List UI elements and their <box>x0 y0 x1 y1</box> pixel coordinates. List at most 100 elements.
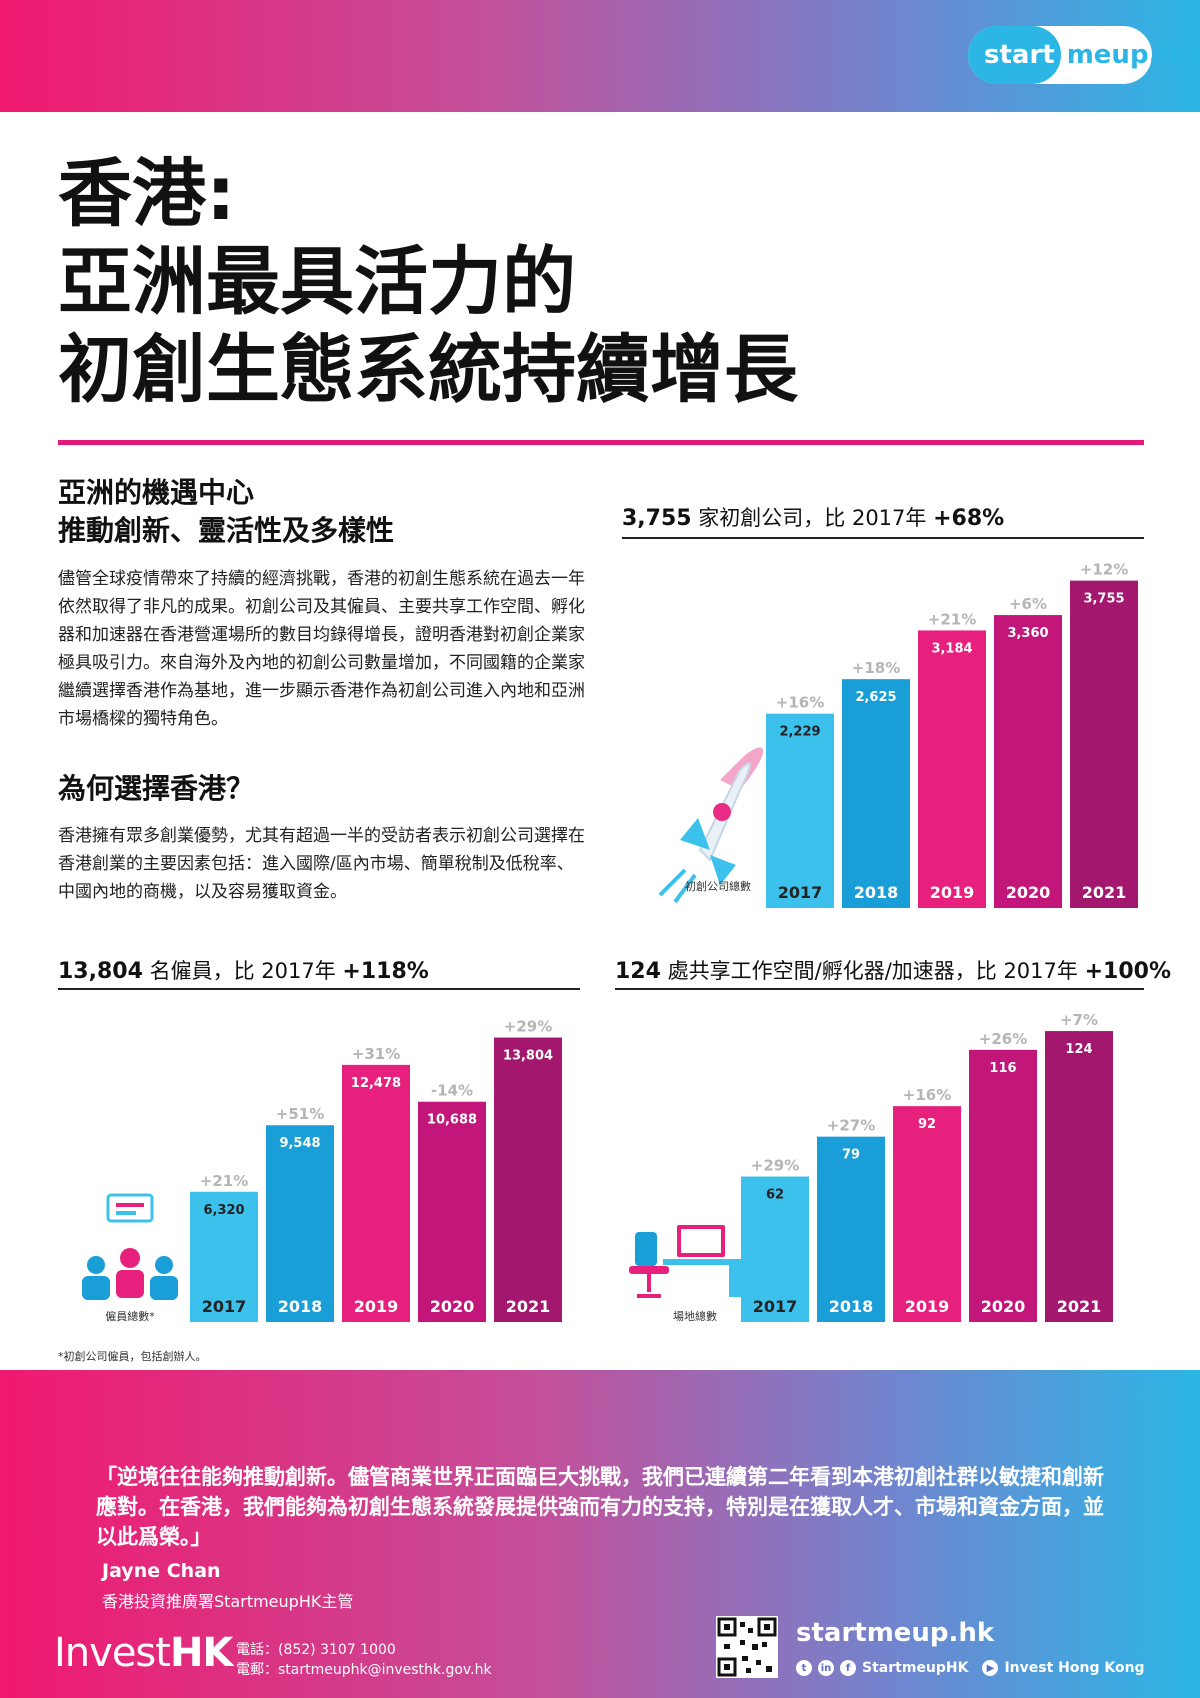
chart0-tick-label: 2021 <box>1082 883 1127 902</box>
title-divider <box>58 440 1144 445</box>
section1-body: 儘管全球疫情帶來了持續的經濟挑戰，香港的初創生態系統在過去一年依然取得了非凡的成… <box>58 569 585 729</box>
chart2-tick-label: 2017 <box>753 1297 798 1316</box>
quote-author: Jayne Chan <box>102 1560 221 1582</box>
chart0-tick-label: 2020 <box>1006 883 1051 902</box>
chart1-value-label: 9,548 <box>279 1136 320 1151</box>
chart1-growth-label: +21% <box>200 1172 248 1190</box>
employees-chart: 僱員總數* 6,320 +21% 2017 9,548 +51% 2018 12,478 +3… <box>82 1018 562 1323</box>
quote-text: 「逆境往往能夠推動創新。儘管商業世界正面臨巨大挑戰，我們已連續第二年看到本港初創… <box>96 1465 1104 1549</box>
stat-startups-rule <box>622 537 1144 539</box>
stat-spaces-text: 處共享工作空間/孵化器/加速器，比 2017年 <box>667 959 1078 983</box>
rocket-icon <box>658 747 764 904</box>
twitter-icon[interactable]: t <box>796 1660 812 1676</box>
investhk-logo[interactable]: InvestHK <box>54 1630 233 1676</box>
chart1-tick-label: 2019 <box>354 1297 399 1316</box>
chart0-xlabel: 初創公司總數 <box>685 879 751 893</box>
chart0-value-label: 3,184 <box>931 641 972 656</box>
chart0-bar-2021 <box>1070 580 1138 908</box>
chart1-bar-2018 <box>266 1125 334 1322</box>
chart0-growth-label: +18% <box>852 659 900 677</box>
stat-employees-text: 名僱員，比 2017年 <box>149 959 336 983</box>
facebook-icon[interactable]: f <box>840 1660 856 1676</box>
linkedin-icon[interactable]: in <box>818 1660 834 1676</box>
chart1-tick-label: 2020 <box>430 1297 475 1316</box>
chart2-bar-2020 <box>969 1049 1037 1322</box>
chart2-value-label: 92 <box>918 1117 936 1132</box>
social-links: t in f StartmeupHK ▶ Invest Hong Kong <box>796 1660 1145 1676</box>
logo-part-meup: meup.hk <box>1066 40 1195 70</box>
chart0-tick-label: 2018 <box>854 883 899 902</box>
chart2-growth-label: +16% <box>903 1086 951 1104</box>
quote-band <box>0 1370 1200 1698</box>
logo-part-start: start <box>968 26 1061 84</box>
qr-code[interactable] <box>716 1616 778 1678</box>
chart1-value-label: 12,478 <box>351 1076 401 1091</box>
title-line-3: 初創生態系統持續增長 <box>58 327 798 413</box>
section1-heading-line1: 亞洲的機遇中心 <box>58 476 255 509</box>
stat-employees-change: +118% <box>342 959 429 984</box>
chart2-value-label: 116 <box>989 1061 1016 1076</box>
chart2-tick-label: 2020 <box>981 1297 1026 1316</box>
stat-employees: 13,804 名僱員，比 2017年 +118% <box>58 955 429 985</box>
stat-spaces: 124 處共享工作空間/孵化器/加速器，比 2017年 +100% <box>615 955 1171 985</box>
chart0-bar-2020 <box>994 615 1062 908</box>
chart2-tick-label: 2019 <box>905 1297 950 1316</box>
chart2-tick-label: 2018 <box>829 1297 874 1316</box>
chart2-growth-label: +26% <box>979 1030 1027 1048</box>
chart0-tick-label: 2017 <box>778 883 823 902</box>
chart0-value-label: 2,625 <box>855 690 896 705</box>
chart1-tick-label: 2021 <box>506 1297 551 1316</box>
investhk-logo-part2: HK <box>169 1630 233 1676</box>
chart0-growth-label: +16% <box>776 694 824 712</box>
chart1-value-label: 10,688 <box>427 1113 477 1128</box>
chart1-growth-label: +29% <box>504 1018 552 1036</box>
website-link[interactable]: startmeup.hk <box>796 1618 995 1648</box>
footnote: *初創公司僱員，包括創辦人。 <box>58 1350 207 1363</box>
chart0-tick-label: 2019 <box>930 883 975 902</box>
chart2-bar-2019 <box>893 1106 961 1322</box>
chart1-bar-2020 <box>418 1101 486 1322</box>
chart2-growth-label: +7% <box>1060 1011 1098 1029</box>
page-title: 香港: 亞洲最具活力的 初創生態系統持續增長 <box>58 150 798 414</box>
chart1-xlabel: 僱員總數* <box>105 1309 155 1323</box>
contact-info: 電話：(852) 3107 1000 電郵：startmeuphk@invest… <box>236 1640 492 1680</box>
chart0-value-label: 3,360 <box>1007 626 1048 641</box>
chart2-bar-2021 <box>1045 1031 1113 1322</box>
section2-body: 香港擁有眾多創業優勢，尤其有超過一半的受訪者表示初創公司選擇在香港創業的主要因素… <box>58 826 585 902</box>
youtube-channel[interactable]: Invest Hong Kong <box>1004 1660 1145 1676</box>
chart0-bar-2019 <box>918 630 986 908</box>
youtube-icon[interactable]: ▶ <box>982 1660 999 1676</box>
team-icon <box>82 1193 178 1300</box>
section1-heading-line2: 推動創新、靈活性及多樣性 <box>58 514 395 547</box>
chart1-growth-label: +51% <box>276 1105 324 1123</box>
social-handle[interactable]: StartmeupHK <box>862 1660 969 1676</box>
chart1-bar-2017 <box>190 1191 258 1322</box>
title-line-1: 香港: <box>58 151 236 237</box>
quote-author-role: 香港投資推廣署StartmeupHK主管 <box>102 1592 354 1611</box>
stat-startups-text: 家初創公司，比 2017年 <box>698 506 927 530</box>
chart2-value-label: 79 <box>842 1148 860 1163</box>
stat-startups-change: +68% <box>933 506 1005 531</box>
contact-email[interactable]: 電郵：startmeuphk@investhk.gov.hk <box>236 1662 492 1678</box>
chart0-growth-label: +12% <box>1080 561 1128 579</box>
chart0-bar-2017 <box>766 713 834 908</box>
stat-spaces-change: +100% <box>1084 959 1171 984</box>
chart1-growth-label: +31% <box>352 1045 400 1063</box>
stat-startups: 3,755 家初創公司，比 2017年 +68% <box>622 502 1004 532</box>
title-line-2: 亞洲最具活力的 <box>58 239 576 325</box>
chart2-value-label: 124 <box>1065 1042 1092 1057</box>
spaces-chart: 場地總數 62 +29% 2017 79 +27% 2018 92 +16% 2019 116 +2… <box>629 1011 1113 1323</box>
chart0-growth-label: +6% <box>1009 595 1047 613</box>
startmeup-logo[interactable]: start meup.hk <box>968 26 1194 84</box>
chart2-growth-label: +29% <box>751 1157 799 1175</box>
chart2-value-label: 62 <box>766 1188 784 1203</box>
chart2-bar-2018 <box>817 1136 885 1322</box>
chart0-bar-2018 <box>842 679 910 908</box>
stat-startups-value: 3,755 <box>622 506 692 531</box>
chart0-value-label: 3,755 <box>1083 592 1124 607</box>
chart2-tick-label: 2021 <box>1057 1297 1102 1316</box>
contact-phone[interactable]: 電話：(852) 3107 1000 <box>236 1642 396 1658</box>
chart2-xlabel: 場地總數 <box>673 1309 717 1323</box>
stat-employees-value: 13,804 <box>58 959 143 984</box>
section1-heading: 亞洲的機遇中心 推動創新、靈活性及多樣性 <box>58 474 394 550</box>
